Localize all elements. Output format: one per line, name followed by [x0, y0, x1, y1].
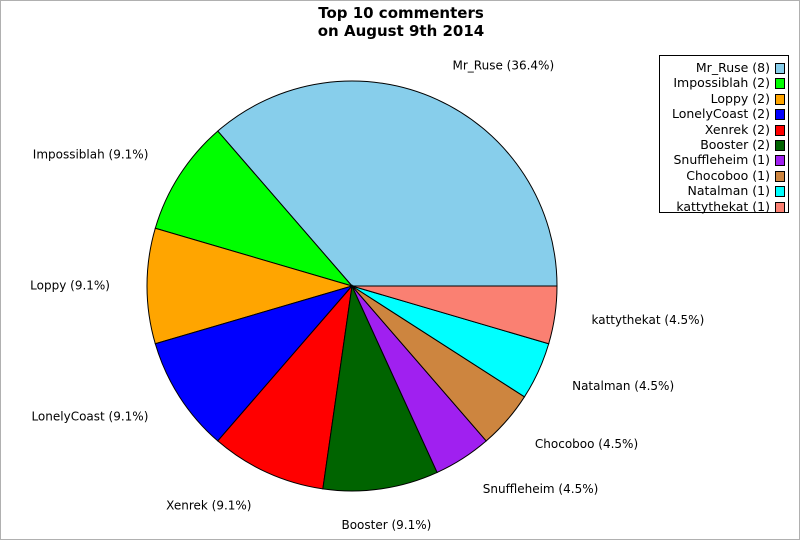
- legend-item-natalman: Natalman (1): [660, 183, 788, 198]
- legend-swatch: [775, 201, 785, 213]
- slice-label-mr_ruse: Mr_Ruse (36.4%): [453, 58, 555, 72]
- slice-label-booster: Booster (9.1%): [341, 518, 431, 532]
- legend-label: Snuffleheim (1): [673, 152, 771, 168]
- legend-swatch: [775, 170, 785, 182]
- legend-label: Booster (2): [700, 136, 770, 152]
- legend-label: Loppy (2): [710, 90, 770, 106]
- legend-item-snuffleheim: Snuffleheim (1): [660, 152, 788, 167]
- legend-item-impossiblah: Impossiblah (2): [660, 75, 788, 90]
- pie-slice-lonelycoast: [154, 285, 354, 442]
- legend-item-loppy: Loppy (2): [660, 91, 788, 106]
- legend-item-xenrek: Xenrek (2): [660, 122, 788, 137]
- legend-item-lonelycoast: LonelyCoast (2): [660, 106, 788, 121]
- legend-swatch: [775, 93, 785, 105]
- legend-swatch: [775, 139, 785, 151]
- slice-label-xenrek: Xenrek (9.1%): [166, 499, 251, 513]
- slice-label-natalman: Natalman (4.5%): [572, 379, 674, 393]
- pie-slice-kattythekat: [351, 285, 558, 345]
- legend: Mr_Ruse (8) Impossiblah (2) Loppy (2) Lonel…: [659, 55, 789, 214]
- legend-label: Xenrek (2): [704, 121, 770, 137]
- legend-label: kattythekat (1): [676, 198, 770, 214]
- slice-label-loppy: Loppy (9.1%): [30, 279, 110, 293]
- legend-label: Natalman (1): [687, 183, 770, 199]
- chart-title-line-1: Top 10 commenters: [318, 4, 484, 22]
- pie-slice-mr_ruse: [217, 80, 558, 287]
- pie-slice-impossiblah: [154, 130, 354, 287]
- legend-swatch: [775, 78, 785, 90]
- slice-label-snuffleheim: Snuffleheim (4.5%): [483, 482, 599, 496]
- legend-label: LonelyCoast (2): [671, 106, 770, 122]
- legend-item-chocoboo: Chocoboo (1): [660, 168, 788, 183]
- legend-swatch: [775, 155, 785, 167]
- legend-label: Chocoboo (1): [686, 167, 770, 183]
- slice-label-kattythekat: kattythekat (4.5%): [592, 313, 705, 327]
- legend-item-kattythekat: kattythekat (1): [660, 199, 788, 214]
- legend-swatch: [775, 109, 785, 121]
- legend-item-mr_ruse: Mr_Ruse (8): [660, 60, 788, 75]
- pie-slice-booster: [322, 284, 438, 492]
- legend-label: Mr_Ruse (8): [695, 60, 770, 75]
- legend-swatch: [775, 63, 785, 74]
- pie-slice-loppy: [146, 227, 354, 345]
- slice-label-impossiblah: Impossiblah (9.1%): [33, 148, 149, 162]
- chart-title-line-2: on August 9th 2014: [317, 22, 485, 40]
- slice-label-chocoboo: Chocoboo (4.5%): [535, 437, 638, 451]
- pie-slice-xenrek: [217, 284, 353, 490]
- slice-label-lonelycoast: LonelyCoast (9.1%): [31, 409, 148, 423]
- legend-item-booster: Booster (2): [660, 137, 788, 152]
- legend-swatch: [775, 124, 785, 136]
- chart-title: Top 10 commenters on August 9th 2014: [1, 4, 800, 40]
- legend-swatch: [775, 186, 785, 198]
- legend-label: Impossiblah (2): [673, 75, 770, 91]
